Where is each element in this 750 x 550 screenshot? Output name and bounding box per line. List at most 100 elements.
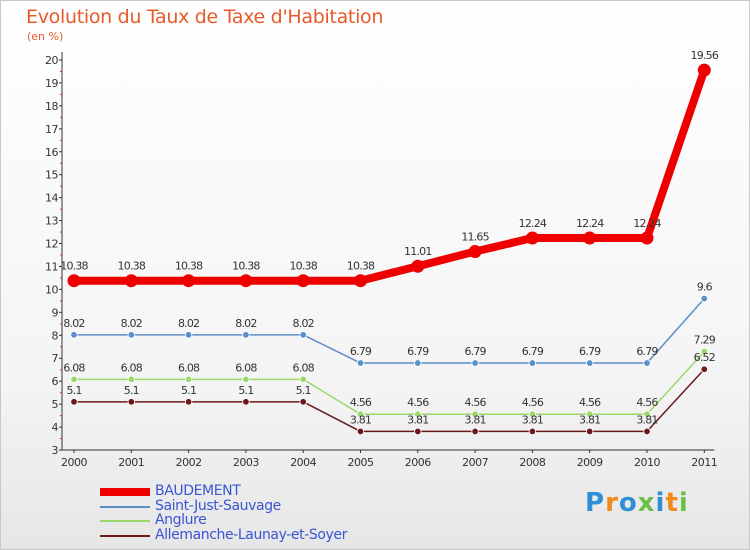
x-tick-label: 2008 (519, 456, 545, 469)
data-label: 11.65 (461, 231, 489, 244)
x-tick-label: 2009 (577, 456, 603, 469)
y-tick-label: 8 (52, 329, 59, 342)
data-point (184, 375, 193, 384)
data-label: 5.1 (181, 384, 196, 397)
data-label: 4.56 (464, 396, 486, 409)
data-label: 5.1 (296, 384, 311, 397)
data-label: 7.29 (694, 334, 716, 347)
data-point (586, 427, 594, 436)
series-line (73, 350, 706, 415)
data-point (299, 398, 307, 406)
data-label: 8.02 (121, 317, 142, 330)
y-tick-label: 10 (45, 283, 58, 296)
data-label: 6.79 (636, 345, 658, 358)
data-point (356, 410, 365, 418)
y-tick-label: 17 (45, 123, 58, 136)
data-point (356, 359, 365, 367)
data-label: 6.08 (235, 361, 257, 374)
data-point (182, 274, 196, 288)
x-tick-label: 2010 (634, 456, 660, 469)
data-point (127, 331, 135, 339)
y-tick-label: 15 (45, 169, 58, 182)
y-tick-label: 18 (45, 100, 58, 113)
data-point (124, 274, 138, 288)
data-point (414, 359, 422, 367)
data-point (239, 274, 253, 288)
data-label: 6.79 (579, 345, 601, 358)
data-label: 3.81 (407, 413, 428, 426)
data-label: 8.02 (178, 317, 199, 330)
brand-letter: x (637, 488, 656, 518)
x-tick-label: 2002 (176, 456, 202, 469)
data-label: 6.08 (293, 361, 315, 374)
data-point (700, 365, 708, 373)
brand-letter: P (585, 488, 606, 518)
series-line (73, 368, 706, 433)
legend-label: Allemanche-Launay-et-Soyer (155, 526, 347, 543)
data-label: 6.79 (407, 345, 429, 358)
data-point (643, 427, 651, 436)
data-point (299, 375, 307, 384)
data-label: 3.81 (636, 413, 657, 426)
legend-label: Saint-Just-Sauvage (155, 497, 281, 514)
data-label: 10.38 (232, 260, 260, 273)
data-label: 11.01 (404, 245, 432, 258)
data-point (468, 245, 482, 259)
data-point (296, 274, 310, 288)
x-tick-label: 2007 (462, 456, 488, 469)
data-point (643, 410, 651, 418)
data-point (354, 274, 367, 288)
data-point (127, 398, 135, 406)
data-point (471, 427, 479, 436)
series-line (70, 66, 709, 285)
data-label: 10.38 (175, 260, 203, 273)
legend-label: Anglure (155, 512, 207, 528)
data-label: 6.08 (178, 361, 200, 374)
chart-subtitle: (en %) (27, 30, 64, 43)
data-point (127, 375, 135, 384)
data-point (242, 375, 250, 384)
y-tick-label: 4 (52, 421, 59, 434)
legend-swatch (100, 520, 150, 522)
data-point (70, 331, 78, 339)
data-point (700, 347, 708, 356)
legend-label: BAUDEMENT (155, 483, 241, 499)
data-point (528, 427, 537, 436)
legend-swatch (100, 488, 150, 496)
data-label: 10.38 (289, 260, 317, 273)
data-label: 4.56 (522, 396, 544, 409)
y-tick-label: 16 (45, 146, 58, 159)
data-label: 3.81 (522, 413, 543, 426)
data-point (414, 410, 422, 418)
data-point (242, 331, 250, 339)
data-label: 3.81 (579, 413, 600, 426)
data-point (411, 259, 425, 273)
y-tick-label: 3 (52, 444, 59, 457)
y-tick-label: 6 (52, 375, 59, 388)
data-label: 8.02 (235, 317, 256, 330)
data-label: 9.6 (697, 281, 713, 294)
y-tick-label: 12 (45, 238, 58, 251)
series-line (73, 297, 706, 364)
x-tick-label: 2005 (348, 456, 374, 469)
data-label: 10.38 (347, 260, 375, 273)
data-label: 10.38 (118, 260, 146, 273)
data-label: 6.79 (522, 345, 544, 358)
data-point (528, 410, 537, 418)
data-label: 19.56 (691, 49, 719, 62)
data-label: 3.81 (464, 413, 485, 426)
data-label: 8.02 (63, 317, 84, 330)
x-tick-label: 2011 (691, 456, 717, 469)
data-point (299, 331, 307, 339)
data-label: 8.02 (293, 317, 314, 330)
y-tick-label: 19 (45, 77, 58, 90)
data-point (700, 294, 708, 303)
data-point (583, 231, 597, 245)
brand-letter: o (618, 488, 638, 518)
data-label: 4.56 (636, 396, 658, 409)
brand-logo: Proxiti (585, 488, 689, 518)
data-point (70, 398, 78, 406)
data-label: 6.08 (63, 361, 85, 374)
data-point (67, 274, 81, 288)
data-point (643, 359, 651, 367)
